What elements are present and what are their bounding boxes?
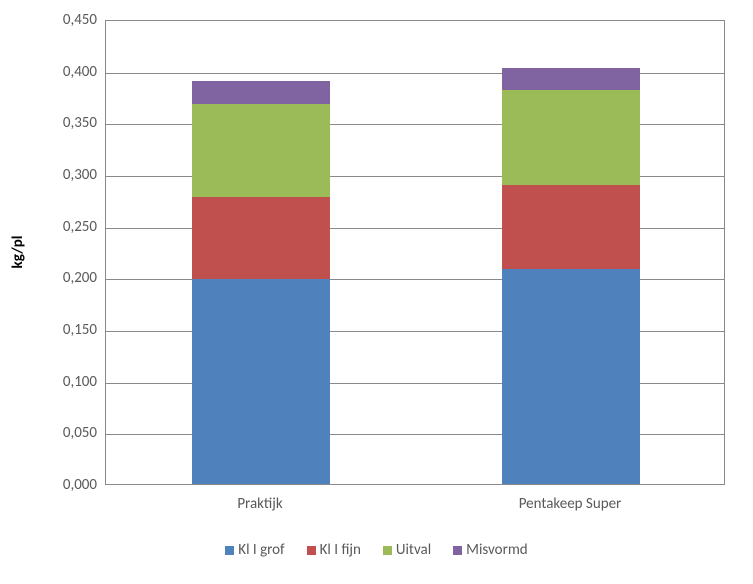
legend-label: Uitval — [396, 541, 431, 559]
y-tick-label: 0,000 — [37, 476, 97, 494]
y-tick-label: 0,350 — [37, 114, 97, 132]
y-tick-label: 0,300 — [37, 166, 97, 184]
legend-swatch-icon — [453, 546, 462, 555]
segment-pentakeep-uitval — [502, 90, 640, 185]
legend-label: Kl I grof — [238, 541, 284, 559]
bar-praktijk — [192, 81, 330, 484]
y-axis-title: kg/pl — [9, 236, 27, 269]
bar-pentakeep — [502, 68, 640, 484]
segment-praktijk-misvormd — [192, 81, 330, 104]
x-tick-label-pentakeep: Pentakeep Super — [519, 495, 622, 513]
segment-praktijk-kl1grof — [192, 279, 330, 484]
x-tick-label-praktijk: Praktijk — [237, 495, 282, 513]
y-tick-label: 0,400 — [37, 63, 97, 81]
legend-item-misvormd: Misvormd — [453, 541, 528, 559]
segment-praktijk-uitval — [192, 104, 330, 197]
legend-swatch-icon — [307, 546, 316, 555]
y-tick-label: 0,100 — [37, 373, 97, 391]
segment-pentakeep-kl1fijn — [502, 185, 640, 269]
plot-area — [105, 20, 725, 485]
legend-item-kl1fijn: Kl I fijn — [307, 541, 361, 559]
segment-pentakeep-kl1grof — [502, 269, 640, 484]
legend-label: Kl I fijn — [320, 541, 361, 559]
segment-praktijk-kl1fijn — [192, 197, 330, 280]
legend-swatch-icon — [225, 546, 234, 555]
legend-item-kl1grof: Kl I grof — [225, 541, 284, 559]
y-tick-label: 0,250 — [37, 218, 97, 236]
stacked-bar-chart: kg/pl 0,000 0,050 0,100 0,150 0,200 0,250 0,30… — [0, 0, 753, 584]
y-tick-label: 0,450 — [37, 11, 97, 29]
segment-pentakeep-misvormd — [502, 68, 640, 91]
y-tick-label: 0,050 — [37, 424, 97, 442]
legend-label: Misvormd — [466, 541, 528, 559]
legend-swatch-icon — [383, 546, 392, 555]
y-tick-label: 0,200 — [37, 269, 97, 287]
legend: Kl I grof Kl I fijn Uitval Misvormd — [0, 541, 753, 559]
legend-item-uitval: Uitval — [383, 541, 431, 559]
y-tick-label: 0,150 — [37, 321, 97, 339]
